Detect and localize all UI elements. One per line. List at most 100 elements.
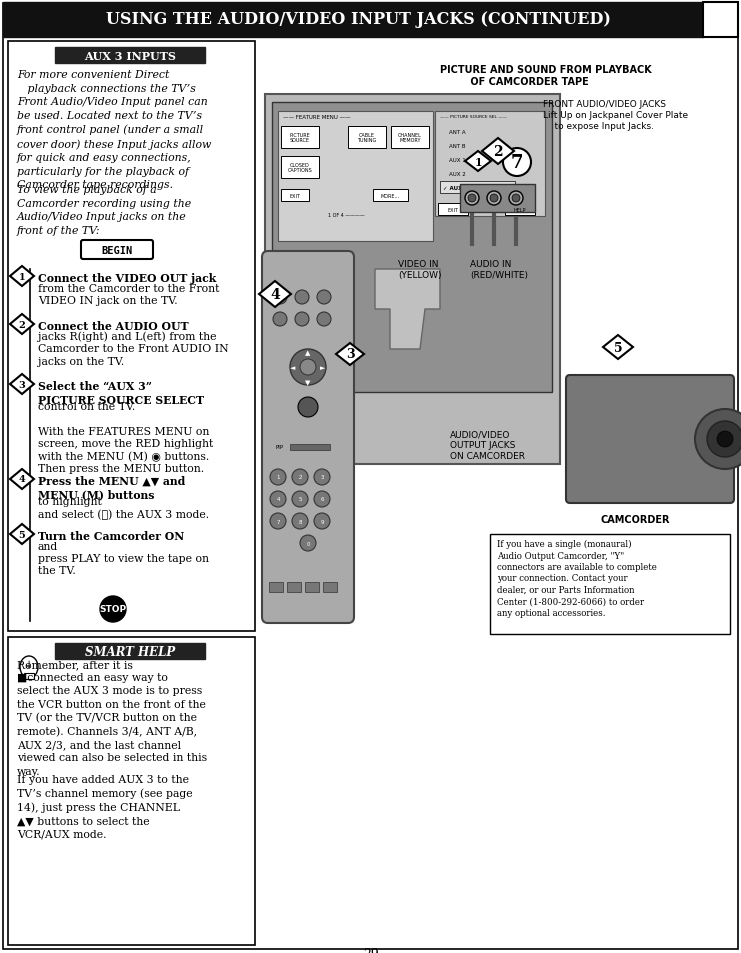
Text: to highlight
and select (✓) the AUX 3 mode.: to highlight and select (✓) the AUX 3 mo… [38, 497, 209, 519]
Text: To view the playback of a
Camcorder recording using the
Audio/Video Input jacks : To view the playback of a Camcorder reco… [17, 185, 191, 235]
Bar [440, 182, 515, 193]
Text: ANT A: ANT A [449, 131, 465, 135]
Text: 2: 2 [19, 320, 25, 329]
Circle shape [317, 291, 331, 305]
Text: EXIT: EXIT [448, 208, 459, 213]
Bar [265, 95, 560, 464]
Circle shape [270, 514, 286, 530]
Text: If you have added AUX 3 to the
TV’s channel memory (see page
14), just press the: If you have added AUX 3 to the TV’s chan… [17, 774, 193, 839]
Text: AUX 2: AUX 2 [449, 172, 466, 177]
Text: 2: 2 [298, 475, 302, 480]
Polygon shape [10, 267, 34, 287]
Text: ✓ AUX 3: ✓ AUX 3 [443, 186, 468, 192]
FancyBboxPatch shape [262, 252, 354, 623]
Text: Select the “AUX 3”
PICTURE SOURCE SELECT: Select the “AUX 3” PICTURE SOURCE SELECT [38, 380, 204, 405]
Bar [272, 103, 552, 393]
Text: 5: 5 [19, 530, 25, 539]
Text: AUDIO/VIDEO
OUTPUT JACKS
ON CAMCORDER: AUDIO/VIDEO OUTPUT JACKS ON CAMCORDER [450, 430, 525, 460]
Text: 3: 3 [19, 380, 25, 389]
Text: STOP: STOP [99, 605, 127, 614]
Bar [490, 535, 730, 635]
Text: 6: 6 [320, 497, 324, 502]
Text: 1: 1 [19, 273, 25, 281]
Circle shape [314, 470, 330, 485]
Text: SMART HELP: SMART HELP [85, 645, 175, 658]
Circle shape [300, 359, 316, 375]
Circle shape [273, 313, 287, 327]
Bar [278, 112, 433, 242]
Text: 8: 8 [298, 519, 302, 524]
Text: AUX 1: AUX 1 [449, 158, 466, 163]
Text: 4: 4 [19, 475, 25, 484]
Text: CABLE
TUNING: CABLE TUNING [357, 132, 376, 143]
Text: VIDEO IN
(YELLOW): VIDEO IN (YELLOW) [398, 260, 442, 280]
Circle shape [300, 536, 316, 552]
Text: 4: 4 [270, 288, 280, 302]
Text: EXIT: EXIT [290, 193, 301, 198]
Text: Connect the AUDIO OUT: Connect the AUDIO OUT [38, 320, 189, 332]
Bar [55, 48, 205, 64]
Text: and
press PLAY to view the tape on
the TV.: and press PLAY to view the tape on the T… [38, 541, 209, 576]
Circle shape [292, 470, 308, 485]
Text: ▼: ▼ [305, 379, 310, 386]
Polygon shape [10, 470, 34, 490]
Polygon shape [465, 152, 491, 172]
Ellipse shape [20, 657, 38, 679]
Bar [8, 42, 255, 631]
Circle shape [292, 514, 308, 530]
Circle shape [295, 313, 309, 327]
Text: PICTURE AND SOUND FROM PLAYBACK
         OF CAMCORDER TAPE: PICTURE AND SOUND FROM PLAYBACK OF CAMCO… [440, 65, 652, 88]
FancyBboxPatch shape [81, 241, 153, 260]
Circle shape [295, 291, 309, 305]
Circle shape [100, 597, 126, 622]
Text: —— PICTURE SOURCE SEL ——: —— PICTURE SOURCE SEL —— [440, 115, 507, 119]
Text: AUX 3 INPUTS: AUX 3 INPUTS [84, 51, 176, 61]
Bar [703, 3, 738, 38]
Text: 29: 29 [363, 947, 379, 953]
Text: ►: ► [320, 365, 326, 371]
Text: from the Camcorder to the Front
VIDEO IN jack on the TV.: from the Camcorder to the Front VIDEO IN… [38, 283, 219, 306]
Circle shape [707, 421, 741, 457]
Text: BEGIN: BEGIN [102, 245, 133, 255]
Circle shape [273, 291, 287, 305]
Circle shape [298, 397, 318, 417]
Bar [435, 112, 545, 216]
Text: PICTURE
SOURCE: PICTURE SOURCE [290, 132, 310, 143]
Text: PIP: PIP [276, 445, 284, 450]
Text: CLOSED
CAPTIONS: CLOSED CAPTIONS [288, 162, 313, 173]
Text: ANT B: ANT B [449, 144, 465, 150]
Bar [281, 157, 319, 179]
Bar [290, 444, 330, 451]
Text: —— FEATURE MENU ——: —— FEATURE MENU —— [283, 115, 350, 120]
Text: Remember, after it is
■connected an easy way to
select the AUX 3 mode is to pres: Remember, after it is ■connected an easy… [17, 659, 207, 776]
Text: 5: 5 [614, 341, 622, 355]
Bar [281, 190, 309, 202]
Polygon shape [375, 270, 440, 350]
Text: 4: 4 [276, 497, 280, 502]
Bar [258, 42, 736, 631]
Text: 1 OF 4 ————: 1 OF 4 ———— [328, 213, 365, 218]
Circle shape [292, 492, 308, 507]
Text: Press the MENU ▲▼ and
MENU (M) buttons: Press the MENU ▲▼ and MENU (M) buttons [38, 476, 185, 500]
Text: MORE...: MORE... [380, 193, 399, 198]
Text: 3: 3 [346, 348, 354, 361]
Text: control on the TV.

With the FEATURES MENU on
screen, move the RED highlight
wit: control on the TV. With the FEATURES MEN… [38, 401, 213, 474]
Text: ▲: ▲ [305, 350, 310, 355]
Circle shape [270, 470, 286, 485]
Circle shape [509, 192, 523, 206]
Bar [460, 185, 535, 213]
Circle shape [487, 192, 501, 206]
Bar [287, 582, 301, 593]
Text: 3: 3 [320, 475, 324, 480]
Circle shape [314, 492, 330, 507]
Text: Turn the Camcorder ON: Turn the Camcorder ON [38, 531, 185, 541]
Text: AUDIO IN
(RED/WHITE): AUDIO IN (RED/WHITE) [470, 260, 528, 280]
Bar [373, 190, 408, 202]
Bar [438, 204, 468, 215]
Text: ↓: ↓ [25, 659, 33, 669]
Polygon shape [482, 139, 514, 165]
Bar [505, 204, 535, 215]
Text: For more convenient Direct
   playback connections the TV’s
Front Audio/Video In: For more convenient Direct playback conn… [17, 70, 211, 191]
Bar [24, 673, 34, 679]
Text: If you have a single (monaural)
Audio Output Camcorder, "Y"
connectors are avail: If you have a single (monaural) Audio Ou… [497, 539, 657, 618]
